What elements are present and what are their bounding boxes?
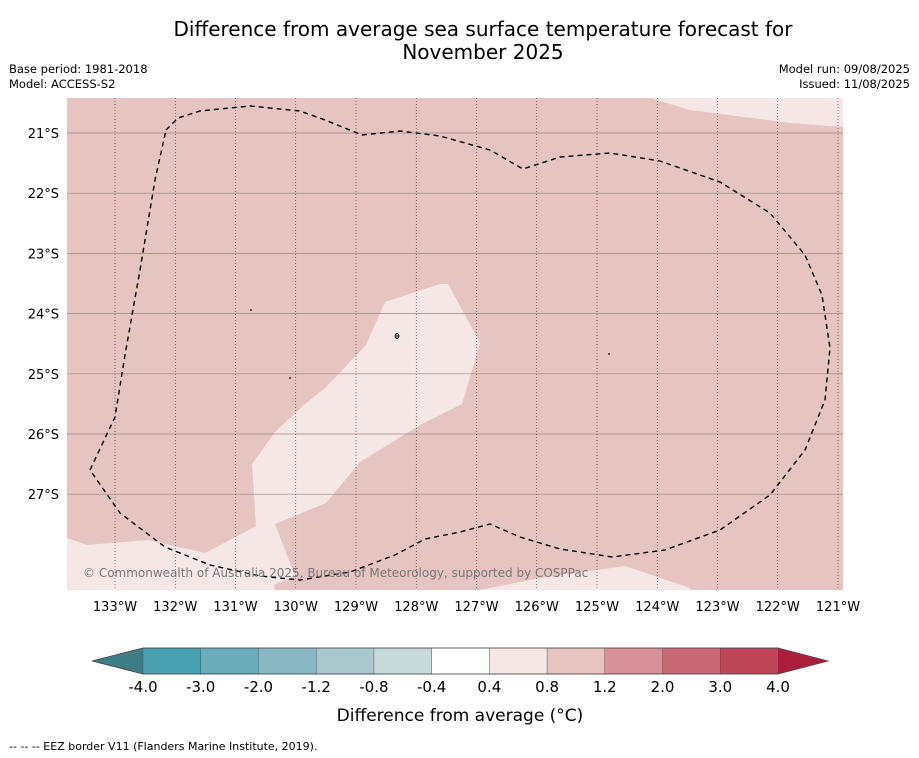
lon-label: 121°W [816, 600, 860, 615]
anomaly-region-bottom-center [480, 566, 690, 590]
lat-label: 21°S [28, 127, 59, 142]
colorbar-swatch [373, 647, 433, 675]
latitude-gridlines [67, 132, 843, 495]
colorbar-swatch [604, 647, 664, 675]
lon-label: 131°W [213, 600, 257, 615]
lat-label: 25°S [28, 368, 59, 383]
colorbar-swatch [431, 647, 491, 675]
colorbar-extend-high [778, 648, 828, 674]
lat-label: 27°S [28, 488, 59, 503]
lon-label: 125°W [575, 600, 619, 615]
colorbar-tick: 2.0 [651, 678, 675, 696]
island-1 [394, 333, 400, 339]
lon-label: 133°W [93, 600, 137, 615]
colorbar-title: Difference from average (°C) [337, 706, 584, 726]
colorbar-swatch [200, 647, 260, 675]
issued-date: Issued: 11/08/2025 [799, 77, 910, 91]
colorbar-tick: 4.0 [766, 678, 790, 696]
longitude-gridlines [114, 98, 839, 590]
chart-title: Difference from average sea surface temp… [0, 18, 919, 64]
map-plot: © Commonwealth of Australia 2025, Bureau… [67, 98, 843, 590]
colorbar-tick: -0.4 [417, 678, 446, 696]
colorbar-tick: -3.0 [186, 678, 215, 696]
lon-label: 128°W [394, 600, 438, 615]
island-2 [250, 309, 252, 311]
eez-border [89, 105, 831, 581]
model-run: Model run: 09/08/2025 [778, 62, 910, 76]
colorbar-swatches [92, 647, 828, 675]
lon-label: 123°W [695, 600, 739, 615]
colorbar-extend-low [92, 648, 143, 674]
footnote-eez-source: -- -- -- EEZ border V11 (Flanders Marine… [9, 740, 318, 753]
meta-right: Model run: 09/08/2025 Issued: 11/08/2025 [779, 62, 910, 92]
lat-label: 23°S [28, 247, 59, 262]
colorbar: -4.0 -3.0 -2.0 -1.2 -0.8 -0.4 0.4 0.8 1.2 2.0 3.0 4… [91, 647, 830, 726]
lon-label: 127°W [454, 600, 498, 615]
colorbar-tick: 0.8 [535, 678, 559, 696]
title-line-1: Difference from average sea surface temp… [173, 17, 793, 41]
meta-left: Base period: 1981-2018 Model: ACCESS-S2 [9, 62, 148, 92]
lon-label: 130°W [274, 600, 318, 615]
longitude-labels: 133°W 132°W 131°W 130°W 129°W 128°W 127°W 126°W… [93, 600, 860, 615]
colorbar-swatch [720, 647, 779, 675]
colorbar-tick: -0.8 [359, 678, 388, 696]
base-period: Base period: 1981-2018 [9, 62, 148, 76]
lon-label: 132°W [153, 600, 197, 615]
colorbar-swatch [258, 647, 317, 675]
title-line-2: November 2025 [402, 40, 564, 64]
lat-label: 24°S [28, 308, 59, 323]
lon-label: 126°W [515, 600, 559, 615]
lon-label: 129°W [334, 600, 378, 615]
islands [250, 309, 610, 379]
colorbar-tick: 3.0 [708, 678, 732, 696]
colorbar-swatch [315, 647, 375, 675]
colorbar-tick: -4.0 [128, 678, 157, 696]
colorbar-tick: 1.2 [593, 678, 617, 696]
colorbar-swatch [489, 647, 548, 675]
lat-label: 26°S [28, 428, 59, 443]
copyright-notice: © Commonwealth of Australia 2025, Bureau… [83, 566, 588, 580]
lon-label: 122°W [756, 600, 800, 615]
island-3 [289, 377, 291, 379]
colorbar-tick: -2.0 [244, 678, 273, 696]
island-4 [608, 353, 610, 355]
colorbar-outline [91, 647, 830, 675]
lon-label: 124°W [635, 600, 679, 615]
model-name: Model: ACCESS-S2 [9, 77, 116, 91]
latitude-labels: 21°S 22°S 23°S 24°S 25°S 26°S 27°S [28, 127, 59, 503]
colorbar-swatch [662, 647, 722, 675]
anomaly-region-central [252, 284, 480, 590]
colorbar-tick: -1.2 [302, 678, 331, 696]
anomaly-region-top-right [650, 98, 843, 127]
colorbar-swatch [142, 647, 202, 675]
colorbar-swatch [546, 647, 606, 675]
anomaly-region-bottom-left [67, 523, 275, 590]
colorbar-tick: 0.4 [477, 678, 501, 696]
lat-label: 22°S [28, 187, 59, 202]
colorbar-tick-labels: -4.0 -3.0 -2.0 -1.2 -0.8 -0.4 0.4 0.8 1.2 2.0 3.0 4… [128, 678, 790, 696]
